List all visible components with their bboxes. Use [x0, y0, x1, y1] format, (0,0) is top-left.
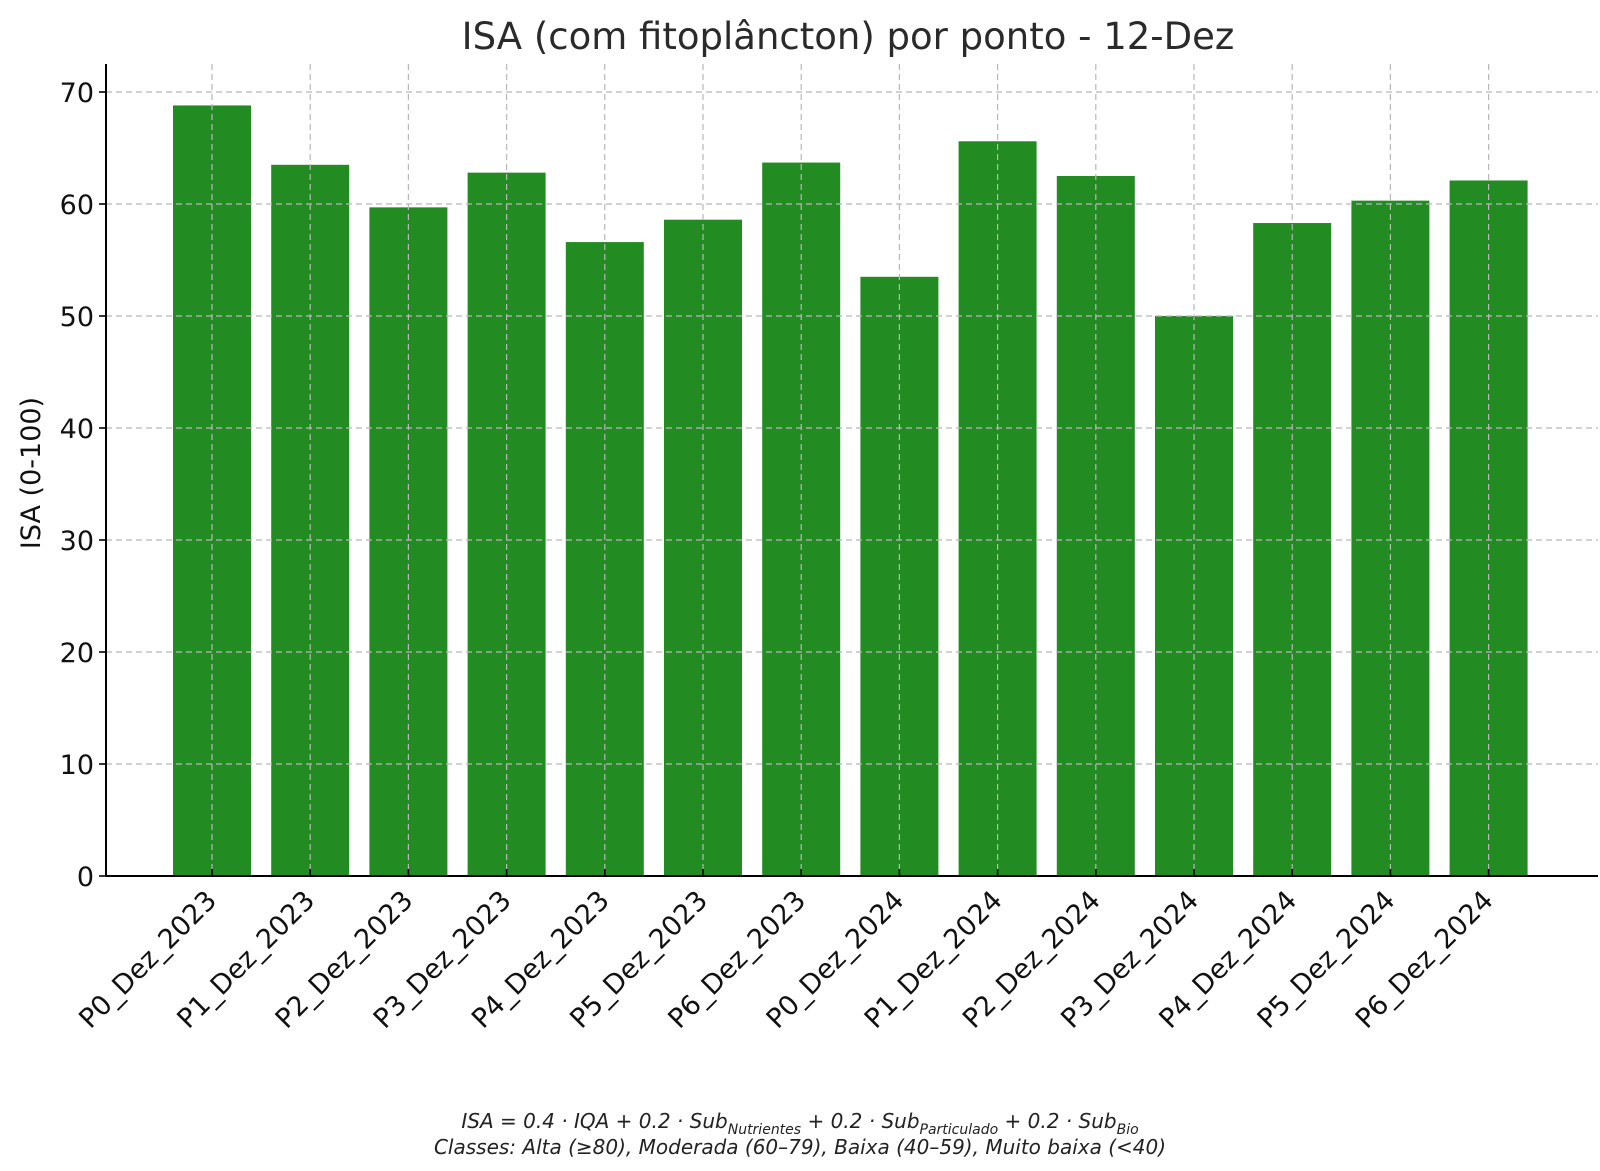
x-tick-labels: P0_Dez_2023P1_Dez_2023P2_Dez_2023P3_Dez_…	[73, 885, 1499, 1035]
bar	[173, 105, 251, 876]
formula-mid-1: + 0.2 · Sub	[801, 1109, 919, 1133]
y-tick-label: 70	[60, 78, 94, 109]
grid	[106, 64, 1598, 876]
y-tick-label: 10	[60, 750, 94, 781]
formula-sub-bio: Bio	[1117, 1122, 1139, 1138]
y-tick-label: 50	[60, 302, 94, 333]
y-tick-label: 60	[60, 190, 94, 221]
y-tick-label: 40	[60, 414, 94, 445]
classes-footnote: Classes: Alta (≥80), Moderada (60–79), B…	[434, 1135, 1166, 1159]
bars	[173, 105, 1528, 877]
formula-sub-nutrientes: Nutrientes	[728, 1122, 801, 1138]
y-axis-title: ISA (0-100)	[16, 397, 47, 549]
chart-title: ISA (com fitoplâncton) por ponto - 12-De…	[462, 15, 1235, 58]
formula-footnote: ISA = 0.4 · IQA + 0.2 · SubNutrientes + …	[461, 1109, 1138, 1138]
y-tick-label: 20	[60, 638, 94, 669]
formula-lhs: ISA = 0.4 · IQA + 0.2 · Sub	[461, 1109, 727, 1133]
formula-mid-2: + 0.2 · Sub	[998, 1109, 1116, 1133]
y-tick-label: 30	[60, 526, 94, 557]
formula-sub-particulado: Particulado	[920, 1122, 999, 1138]
axes	[99, 64, 1598, 877]
y-tick-label: 0	[77, 862, 94, 893]
y-tick-labels: 0 10 20 30 40 50 60 70	[60, 78, 94, 893]
